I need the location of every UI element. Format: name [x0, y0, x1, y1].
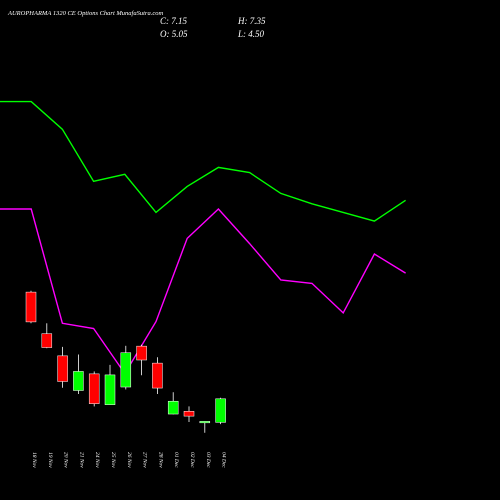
- candle-body-up: [215, 398, 226, 423]
- candle-body-up: [73, 371, 84, 391]
- close-label: C: 7.15: [160, 16, 188, 26]
- candle-3: [73, 354, 84, 394]
- date-tick-label: 04 Dec: [221, 452, 228, 468]
- candle-1: [41, 323, 53, 349]
- candle-body-down: [88, 373, 100, 404]
- candle-body-down: [183, 411, 195, 417]
- candle-4: [88, 371, 100, 407]
- candle-body-down: [136, 345, 147, 361]
- date-tick-label: 28 Nov: [157, 452, 163, 468]
- candle-body-down: [25, 291, 37, 323]
- high-label: H: 7.35: [237, 16, 266, 26]
- open-label: O: 5.05: [160, 29, 188, 39]
- candle-body-up: [104, 374, 116, 405]
- candle-7: [136, 344, 147, 376]
- date-tick-label: 21 Nov: [78, 452, 84, 468]
- candle-body-down: [152, 362, 163, 389]
- candle-body-up: [199, 421, 211, 424]
- candle-11: [199, 421, 211, 433]
- candle-5: [104, 364, 116, 405]
- candles: [25, 290, 226, 433]
- date-tick-label: 26 Nov: [126, 452, 132, 468]
- date-tick-label: 01 Dec: [173, 452, 179, 468]
- candle-2: [57, 346, 68, 388]
- upper-band-line: [0, 100, 406, 222]
- candle-body-up: [120, 352, 132, 388]
- date-tick-label: 03 Dec: [205, 452, 211, 468]
- candle-body-up: [167, 400, 179, 415]
- low-label: L: 4.50: [237, 29, 265, 39]
- candle-8: [152, 357, 163, 394]
- date-tick-label: 18 Nov: [31, 452, 37, 468]
- candle-body-down: [57, 355, 68, 382]
- date-labels: 18 Nov 19 Nov 20 Nov 21 Nov 24 Nov 25 Nov 26 N…: [31, 452, 228, 468]
- date-tick-label: 02 Dec: [189, 452, 195, 468]
- candle-body-down: [41, 333, 53, 348]
- date-tick-label: 19 Nov: [47, 452, 53, 468]
- indicator-lines: [0, 100, 406, 375]
- lower-band-line: [0, 207, 406, 375]
- date-tick-label: 20 Nov: [63, 452, 69, 468]
- candle-10: [183, 406, 195, 423]
- date-tick-label: 25 Nov: [110, 452, 116, 468]
- candle-6: [120, 345, 132, 390]
- candle-0: [25, 290, 37, 324]
- date-tick-label: 27 Nov: [142, 452, 148, 468]
- candle-9: [167, 392, 179, 415]
- date-tick-label: 24 Nov: [94, 452, 101, 468]
- candle-12: [215, 397, 226, 425]
- chart-title: AUROPHARMA 1320 CE Options Chart MunafaS…: [7, 10, 163, 17]
